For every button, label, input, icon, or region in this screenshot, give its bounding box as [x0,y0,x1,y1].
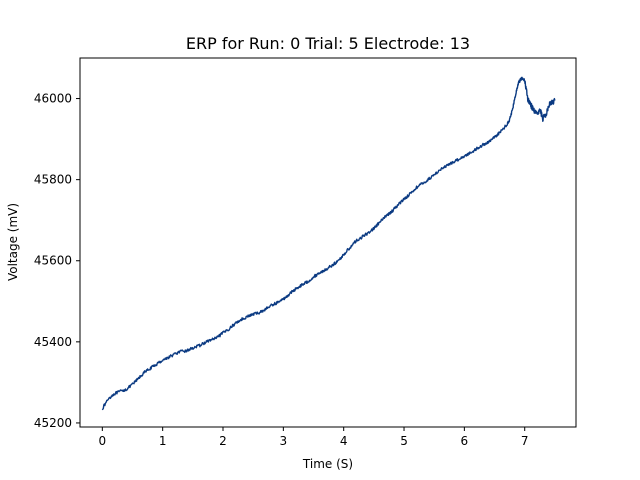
y-tick-label: 45400 [34,335,72,349]
x-tick-label: 7 [521,434,529,448]
chart-title: ERP for Run: 0 Trial: 5 Electrode: 13 [186,34,470,53]
y-tick-label: 45800 [34,173,72,187]
x-tick-label: 5 [400,434,408,448]
x-axis-label: Time (S) [302,457,353,471]
plot-area [79,57,577,428]
series-layer [101,76,556,411]
x-tick-label: 1 [159,434,167,448]
y-axis-label: Voltage (mV) [6,203,20,281]
voltage-series-line [101,76,556,411]
x-tick-label: 3 [280,434,288,448]
y-tick-label: 46000 [34,92,72,106]
plot-frame [79,57,577,428]
y-axis: 45200 45400 45600 45800 46000 [34,92,80,430]
y-tick-label: 45600 [34,254,72,268]
x-axis: 0 1 2 3 4 5 6 7 [99,427,529,448]
x-tick-label: 0 [99,434,107,448]
x-tick-label: 6 [461,434,469,448]
x-tick-label: 2 [219,434,227,448]
x-tick-label: 4 [340,434,348,448]
y-tick-label: 45200 [34,416,72,430]
